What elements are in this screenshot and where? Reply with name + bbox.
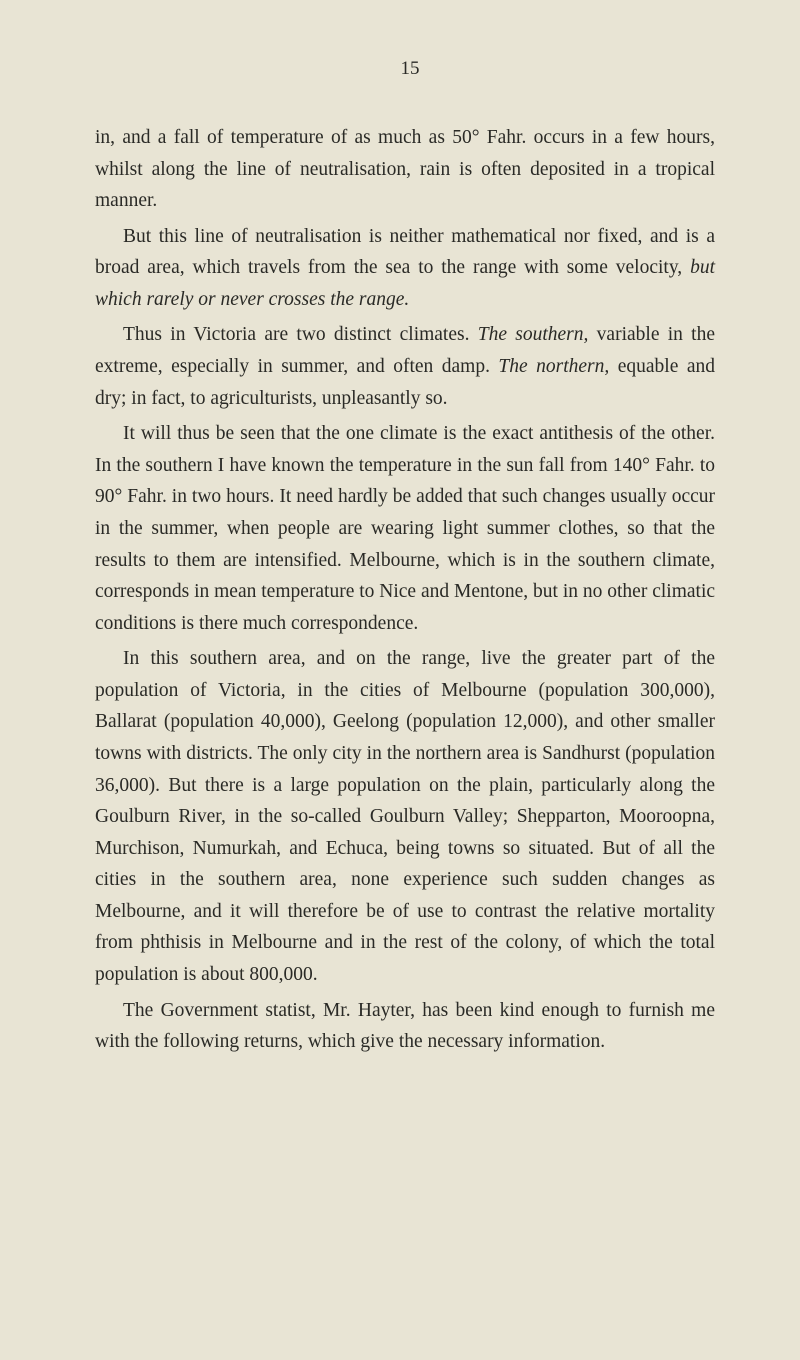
italic-text: The northern, (498, 356, 609, 377)
document-body: in, and a fall of temperature of as much… (95, 122, 715, 1058)
paragraph: It will thus be seen that the one climat… (95, 418, 715, 639)
paragraph: In this southern area, and on the range,… (95, 643, 715, 990)
paragraph: But this line of neutralisation is neith… (95, 221, 715, 316)
italic-text: The southern, (478, 324, 589, 345)
paragraph: The Government statist, Mr. Hayter, has … (95, 995, 715, 1058)
page-number: 15 (105, 58, 715, 80)
paragraph: Thus in Victoria are two distinct climat… (95, 319, 715, 414)
italic-text: but which rarely or never crosses the ra… (95, 257, 715, 310)
paragraph: in, and a fall of temperature of as much… (95, 122, 715, 217)
